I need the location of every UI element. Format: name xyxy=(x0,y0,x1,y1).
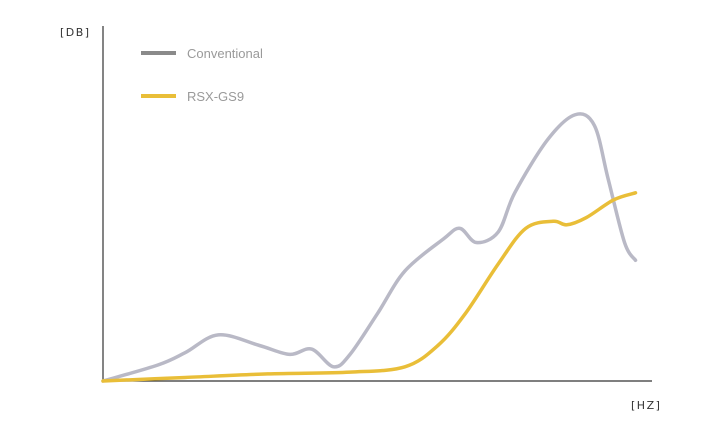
legend: Conventional RSX-GS9 xyxy=(141,46,263,104)
series-layer xyxy=(101,112,638,383)
series-line-conventional xyxy=(101,112,638,383)
series-line-rsx-gs9 xyxy=(101,191,638,383)
x-axis-label: [HZ] xyxy=(631,399,661,412)
legend-label-rsx-gs9: RSX-GS9 xyxy=(187,89,244,104)
legend-label-conventional: Conventional xyxy=(187,46,263,61)
y-axis-label: [DB] xyxy=(60,26,91,39)
